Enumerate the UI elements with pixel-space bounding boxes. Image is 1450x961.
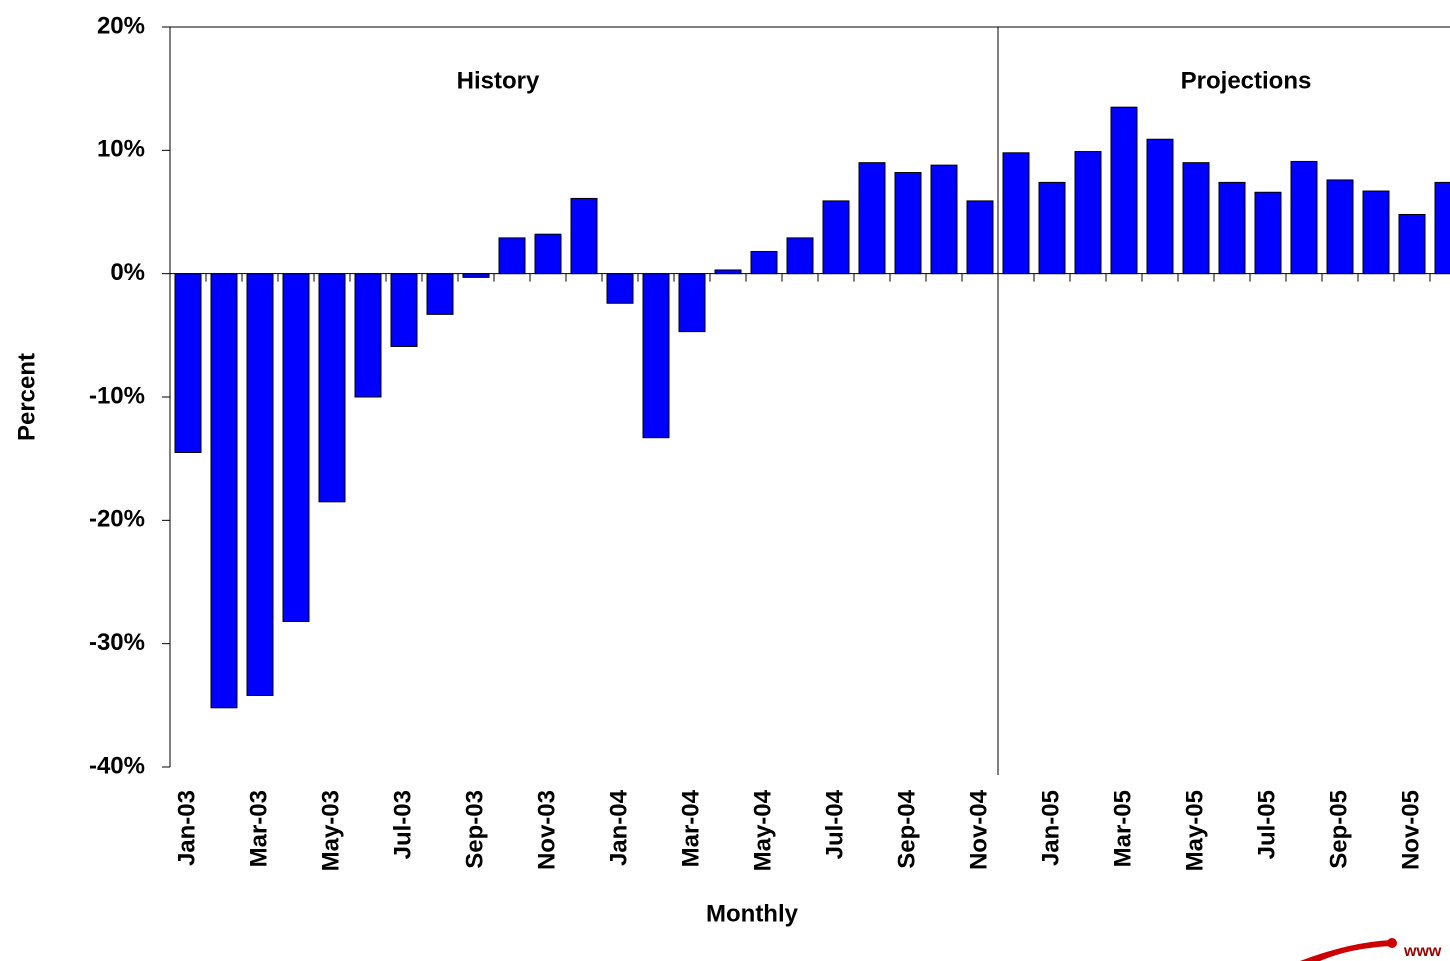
bar — [174, 273, 202, 453]
y-tick-label: -40% — [89, 752, 145, 779]
bar — [390, 273, 418, 347]
bar — [822, 200, 850, 275]
y-tick-label: 20% — [97, 12, 145, 39]
bar — [1218, 181, 1246, 275]
bar — [282, 273, 310, 622]
bar — [498, 237, 526, 275]
bar — [930, 164, 958, 275]
x-tick-label: Jan-03 — [173, 790, 200, 866]
bar — [1290, 160, 1318, 275]
x-tick-label: Mar-04 — [677, 789, 704, 867]
bar — [1434, 181, 1450, 275]
x-tick-label: Jul-04 — [821, 789, 848, 859]
bar — [462, 273, 490, 278]
y-axis-title: Percent — [13, 353, 40, 441]
x-tick-label: Nov-03 — [533, 790, 560, 870]
bar — [678, 273, 706, 333]
logo-text: www — [1403, 943, 1442, 960]
bar — [354, 273, 382, 398]
bar — [1182, 162, 1210, 275]
x-tick-label: Jul-03 — [389, 790, 416, 859]
bar — [318, 273, 346, 503]
x-tick-label: Jul-05 — [1253, 790, 1280, 859]
bar — [1038, 181, 1066, 275]
y-tick-label: -30% — [89, 629, 145, 656]
bar — [714, 269, 742, 275]
bar — [1110, 106, 1138, 275]
bar — [1362, 190, 1390, 275]
bar — [1074, 151, 1102, 275]
bar — [570, 197, 598, 275]
x-tick-label: Sep-03 — [461, 790, 488, 869]
x-tick-label: Nov-04 — [965, 789, 992, 870]
bar — [426, 273, 454, 315]
x-tick-label: Sep-04 — [893, 789, 920, 868]
bar — [1326, 179, 1354, 275]
y-tick-label: -10% — [89, 382, 145, 409]
bar — [534, 233, 562, 275]
bar — [1254, 191, 1282, 275]
x-tick-label: Mar-05 — [1109, 790, 1136, 867]
bar — [1002, 152, 1030, 275]
x-tick-label: May-03 — [317, 790, 344, 871]
bar — [1398, 213, 1426, 275]
bar — [750, 250, 778, 275]
bar — [1146, 138, 1174, 275]
x-tick-label: Mar-03 — [245, 790, 272, 867]
x-axis-title: Monthly — [706, 900, 799, 927]
x-tick-label: Jan-05 — [1037, 790, 1064, 866]
x-tick-label: Sep-05 — [1325, 790, 1352, 869]
bar — [642, 273, 670, 439]
bar — [966, 200, 994, 275]
y-tick-label: -20% — [89, 506, 145, 533]
bar — [210, 273, 238, 709]
bar — [246, 273, 274, 696]
x-tick-label: Nov-05 — [1397, 790, 1424, 870]
bar — [894, 172, 922, 275]
y-tick-label: 0% — [110, 259, 145, 286]
bar — [786, 237, 814, 275]
y-tick-label: 10% — [97, 136, 145, 163]
x-tick-label: Jan-04 — [605, 789, 632, 866]
x-tick-label: May-04 — [749, 789, 776, 871]
annotation: History — [457, 67, 540, 94]
logo-swoosh — [1300, 940, 1392, 961]
bar — [858, 162, 886, 275]
bar — [606, 273, 634, 304]
annotation: Projections — [1181, 67, 1312, 94]
x-tick-label: May-05 — [1181, 790, 1208, 871]
logo-dot — [1387, 938, 1397, 948]
